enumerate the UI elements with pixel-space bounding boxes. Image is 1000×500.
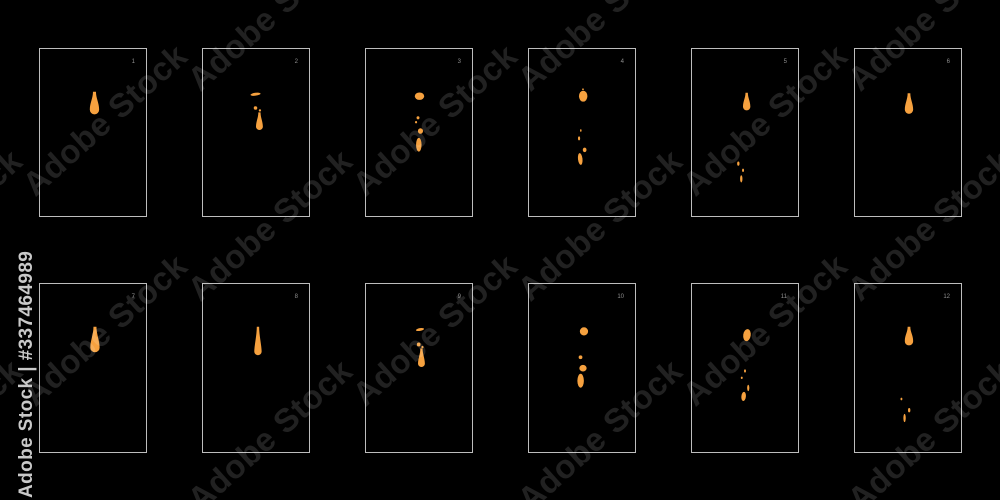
animation-frame-8: 8 [202, 283, 310, 453]
streak-droplet [744, 369, 746, 373]
streak-droplet [740, 175, 743, 183]
animation-frame-9: 9 [365, 283, 473, 453]
streak-droplet [908, 408, 911, 413]
streak-droplet [416, 137, 422, 152]
droplet-canvas [904, 93, 914, 114]
dot-droplet [421, 345, 424, 349]
droplet-canvas [740, 329, 751, 402]
frame-number: 5 [783, 59, 787, 65]
droplet-canvas [577, 327, 589, 388]
streak-droplet [742, 168, 745, 172]
droplet-canvas [89, 91, 100, 115]
animation-frame-2: 2 [202, 48, 310, 217]
streak-droplet [903, 413, 906, 423]
animation-frame-12: 12 [854, 283, 962, 453]
droplet-canvas [250, 92, 263, 131]
streak-droplet [577, 373, 584, 388]
dot-droplet [582, 147, 587, 153]
hangdrop-droplet [418, 348, 425, 368]
streak-droplet [747, 384, 750, 392]
streak-droplet [577, 136, 581, 141]
dot-droplet [582, 88, 584, 91]
frame-number: 3 [457, 59, 461, 65]
animation-frame-4: 4 [528, 48, 636, 217]
hangdrop-droplet [254, 326, 262, 356]
frame-number: 1 [131, 59, 135, 65]
animation-frame-3: 3 [365, 48, 473, 217]
dot-droplet [578, 355, 583, 360]
blob-droplet [579, 327, 589, 336]
dot-droplet [579, 364, 587, 372]
dash-droplet [415, 327, 425, 332]
dot-droplet [258, 109, 262, 112]
hangdrop-droplet [904, 93, 914, 114]
dot-droplet [416, 342, 421, 347]
frame-number: 12 [943, 294, 950, 300]
hangdrop-droplet [90, 326, 100, 353]
frame-number: 9 [457, 294, 461, 300]
animation-frame-6: 6 [854, 48, 962, 217]
frame-number: 10 [617, 294, 624, 300]
animation-frame-5: 5 [691, 48, 799, 217]
droplet-canvas [254, 326, 262, 356]
droplet-canvas [414, 92, 425, 152]
dash-droplet [250, 92, 261, 96]
dot-droplet [253, 106, 258, 110]
animation-frame-11: 11 [691, 283, 799, 453]
streak-droplet [741, 391, 746, 402]
frame-number: 2 [294, 59, 298, 65]
hangdrop-droplet [904, 326, 914, 346]
droplet-canvas [577, 88, 588, 165]
hangdrop-droplet [89, 91, 100, 115]
frame-number: 7 [131, 294, 135, 300]
droplet-canvas [900, 326, 914, 423]
streak-droplet [580, 129, 582, 132]
dot-droplet [900, 397, 903, 401]
droplet-canvas [415, 327, 425, 368]
blob-droplet [578, 90, 588, 102]
streak-droplet [577, 153, 583, 165]
dot-droplet [417, 128, 424, 134]
dot-droplet [740, 376, 743, 379]
frame-number: 8 [294, 294, 298, 300]
hangdrop-droplet [256, 112, 263, 131]
hangdrop-droplet [742, 92, 751, 111]
droplet-canvas [737, 92, 751, 183]
dot-droplet [414, 121, 418, 124]
animation-frame-10: 10 [528, 283, 636, 453]
frame-number: 6 [946, 59, 950, 65]
droplet-canvas [90, 326, 100, 353]
animation-frame-1: 1 [39, 48, 147, 217]
streak-droplet [737, 161, 740, 166]
dot-droplet [416, 116, 420, 120]
blob-droplet [414, 92, 425, 100]
animation-frame-7: 7 [39, 283, 147, 453]
frame-number: 4 [620, 59, 624, 65]
frame-number: 11 [780, 294, 787, 300]
blob-droplet [743, 329, 751, 342]
